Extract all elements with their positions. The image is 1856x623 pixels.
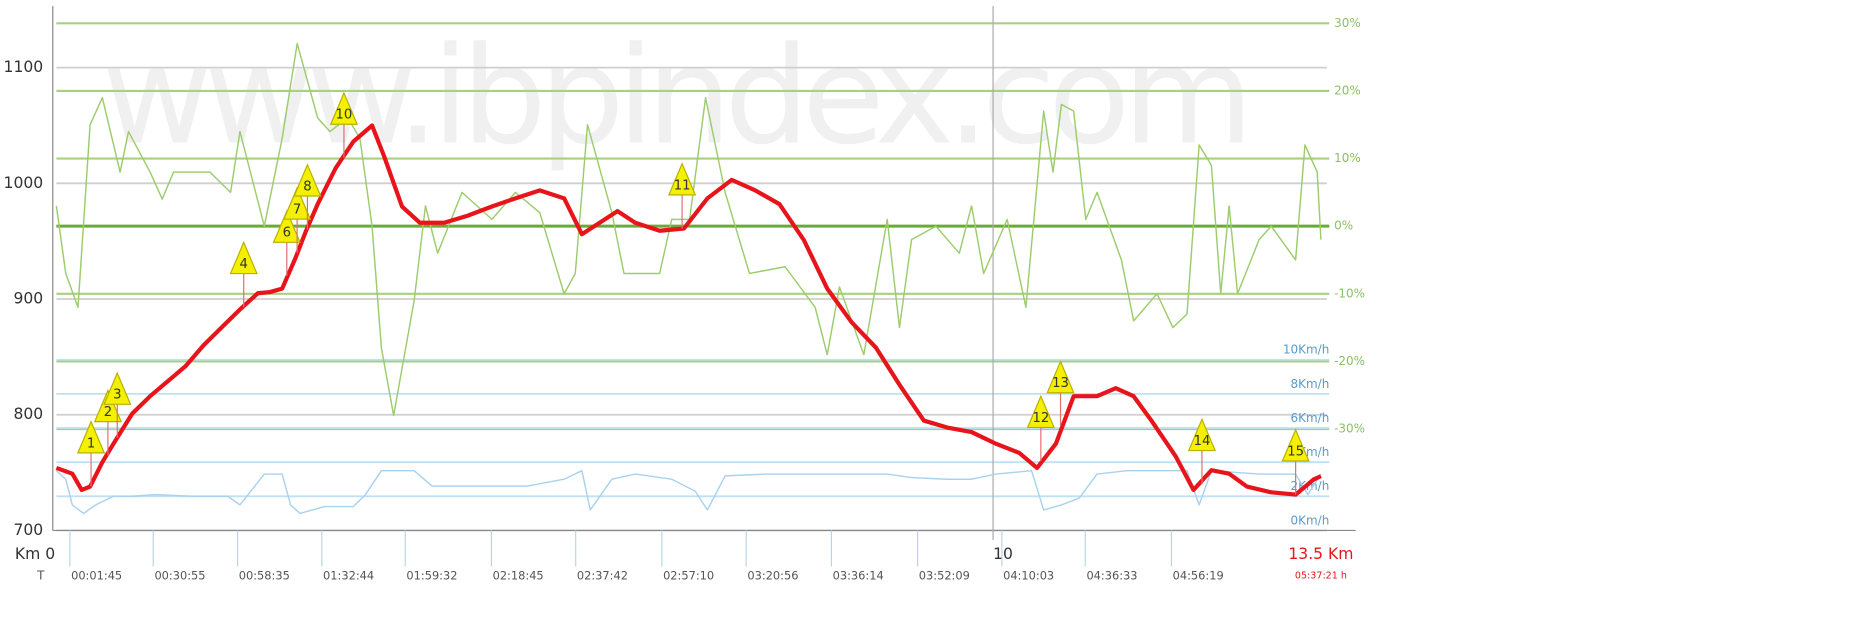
y2-tick-label: 30% xyxy=(1334,16,1361,30)
waypoint-marker xyxy=(1281,428,1310,462)
waypoint-label: 7 xyxy=(293,203,301,218)
waypoint-label: 1 xyxy=(87,436,95,451)
waypoint-label: 2 xyxy=(104,405,112,420)
y2-tick-label: -20% xyxy=(1334,354,1365,368)
waypoint-marker xyxy=(1046,359,1075,394)
y3-tick-label: 0Km/h xyxy=(1291,513,1330,527)
y3-tick-label: 8Km/h xyxy=(1291,377,1330,391)
time-tick-label: 04:10:03 xyxy=(1003,569,1054,583)
waypoint-marker xyxy=(272,209,301,243)
y2-tick-label: 10% xyxy=(1334,151,1361,165)
y-tick-label: 700 xyxy=(13,521,43,539)
waypoint-marker xyxy=(76,420,106,454)
time-tick-label: 05:37:21 h xyxy=(1295,571,1347,582)
time-tick-label: 01:32:44 xyxy=(323,569,374,583)
x-tick-label: 13.5 Km xyxy=(1288,545,1353,563)
x-tick-label: 10 xyxy=(993,545,1013,563)
waypoint-label: 4 xyxy=(240,257,248,272)
time-tick-label: 02:57:10 xyxy=(663,569,714,583)
watermark: www.ibpindex.com xyxy=(102,17,1254,174)
y-tick-label: 900 xyxy=(13,290,43,308)
waypoint-label: 11 xyxy=(674,178,691,193)
waypoint-label: 15 xyxy=(1287,444,1304,459)
waypoint-marker xyxy=(1026,394,1055,429)
y-tick-label: 800 xyxy=(13,405,43,423)
waypoint-label: 14 xyxy=(1194,434,1211,449)
y2-tick-label: 0% xyxy=(1334,219,1353,233)
time-tick-label: 04:36:33 xyxy=(1086,569,1137,583)
waypoint-marker xyxy=(667,162,697,196)
time-tick-label: 00:58:35 xyxy=(239,569,290,583)
waypoint-label: 13 xyxy=(1052,376,1069,391)
series-line xyxy=(55,42,1322,417)
waypoint-marker xyxy=(283,186,312,220)
waypoint-marker xyxy=(103,371,132,405)
time-tick-label: 01:59:32 xyxy=(406,569,457,583)
time-tick-label: 00:30:55 xyxy=(154,569,205,583)
time-tick-label: 02:18:45 xyxy=(493,569,544,583)
waypoint-label: 6 xyxy=(283,226,291,241)
time-tick-label: 02:37:42 xyxy=(577,569,628,583)
waypoint-marker xyxy=(93,388,123,423)
y3-tick-label: 10Km/h xyxy=(1283,343,1329,357)
time-tick-label: 03:36:14 xyxy=(833,569,884,583)
x-tick-label: Km 0 xyxy=(15,545,55,563)
y2-tick-label: -30% xyxy=(1334,422,1365,436)
waypoint-label: 8 xyxy=(303,179,311,194)
y-tick-label: 1000 xyxy=(4,174,44,192)
time-tick-label: 04:56:19 xyxy=(1173,569,1224,583)
y2-tick-label: 20% xyxy=(1334,83,1361,97)
waypoint-marker xyxy=(329,91,359,125)
waypoint-label: 10 xyxy=(336,108,353,123)
time-tick-label: 03:52:09 xyxy=(919,569,970,583)
time-tick-label: 03:20:56 xyxy=(747,569,798,583)
waypoint-label: 3 xyxy=(113,388,121,403)
waypoint-marker xyxy=(1187,417,1217,452)
series-line xyxy=(55,469,1322,515)
time-axis-label: T xyxy=(36,569,45,583)
waypoint-marker xyxy=(293,163,322,197)
waypoint-marker xyxy=(229,240,258,275)
y-tick-label: 1100 xyxy=(4,58,44,76)
y2-tick-label: -10% xyxy=(1334,286,1365,300)
waypoint-label: 12 xyxy=(1032,411,1049,426)
y3-tick-label: 6Km/h xyxy=(1291,411,1330,425)
time-tick-label: 00:01:45 xyxy=(71,569,122,583)
series-line xyxy=(55,123,1322,497)
